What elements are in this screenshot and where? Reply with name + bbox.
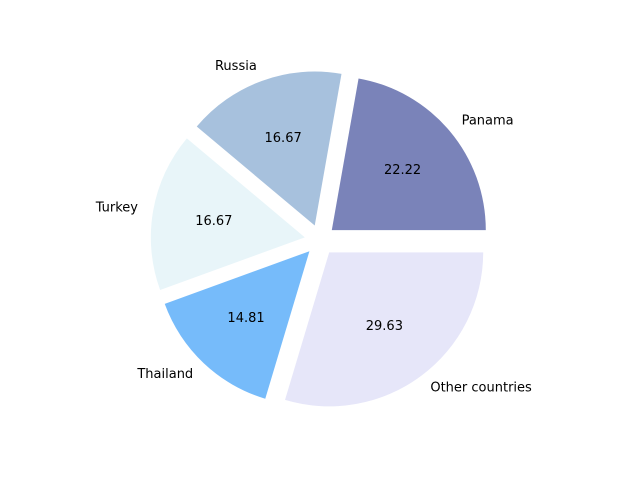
pie-slice-russia [196, 71, 342, 226]
value-label-turkey: 16.67 [195, 214, 232, 229]
value-label-russia: 16.67 [265, 131, 302, 146]
pie-slice-turkey [150, 138, 305, 291]
pie-slice-thailand [164, 251, 310, 399]
value-label-panama: 22.22 [384, 163, 421, 178]
slice-label-thailand: Thailand [136, 367, 193, 382]
value-label-thailand: 14.81 [227, 311, 264, 326]
slice-label-other-countries: Other countries [430, 381, 532, 396]
pie-slice-other-countries [285, 252, 484, 407]
pie-slice-panama [331, 78, 486, 231]
value-label-other-countries: 29.63 [366, 319, 403, 334]
slice-label-panama: Panama [462, 114, 514, 129]
slice-label-turkey: Turkey [95, 200, 139, 215]
slice-label-russia: Russia [215, 59, 257, 74]
